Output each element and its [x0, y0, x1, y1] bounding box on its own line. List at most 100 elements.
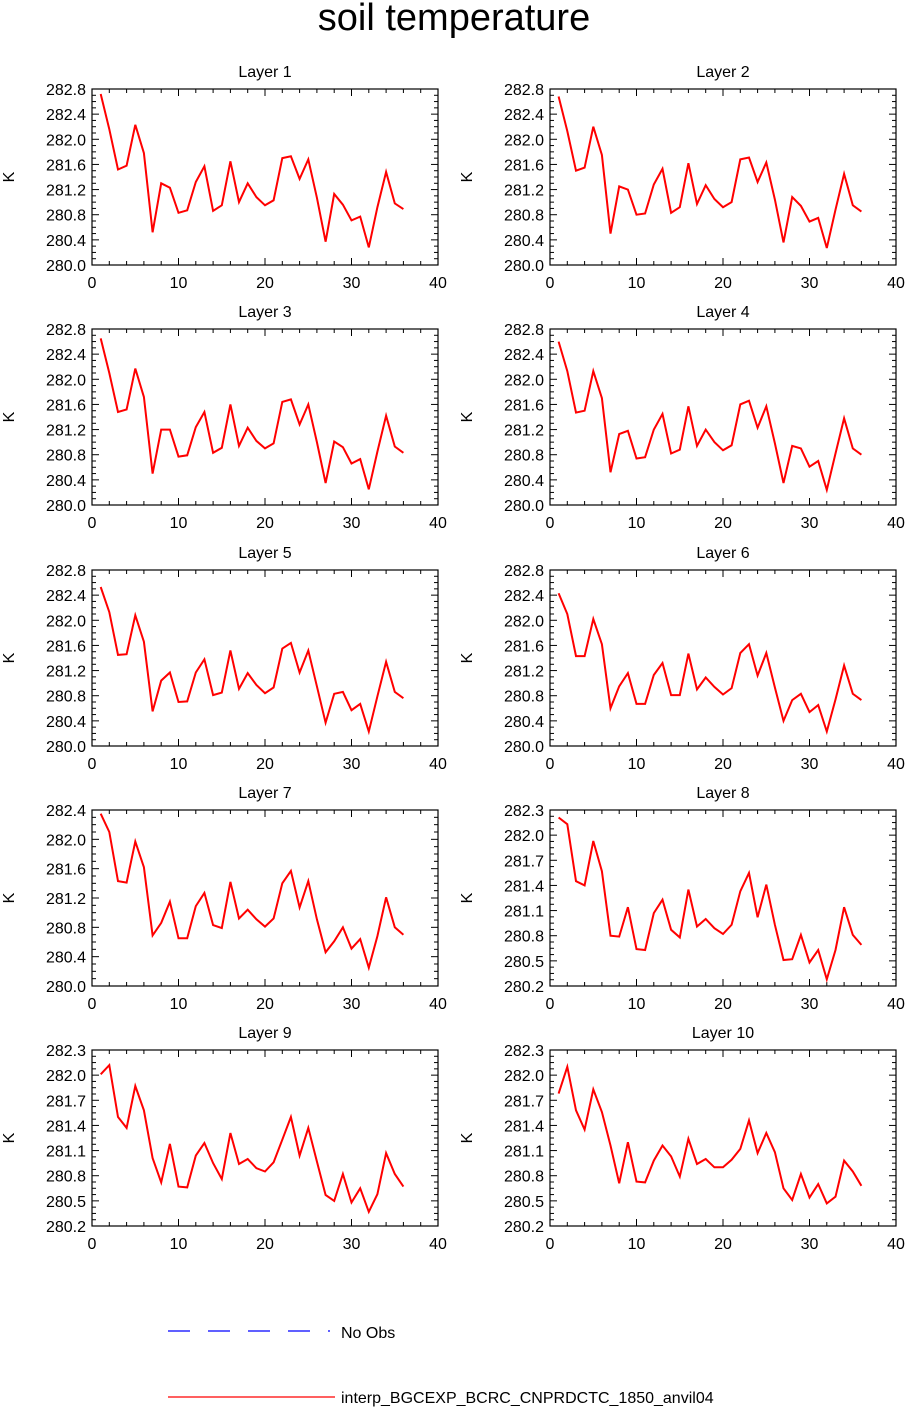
x-tick-label: 0	[88, 515, 97, 532]
panel-title: Layer 7	[238, 785, 291, 802]
y-tick-label: 282.0	[46, 832, 86, 849]
x-tick-label: 10	[628, 996, 646, 1013]
y-tick-label: 282.8	[46, 322, 86, 339]
chart-panel-layer-8: Layer 8 K 0 10 20 30 40 280.2 280.5 280.8 281.1 281…	[459, 785, 905, 1013]
panel-title: Layer 5	[238, 545, 291, 562]
y-tick-label: 282.8	[504, 563, 544, 580]
y-tick-label: 282.3	[504, 1043, 544, 1060]
y-tick-label: 280.8	[504, 1169, 544, 1186]
panel-title: Layer 4	[696, 304, 749, 321]
y-axis-label: K	[459, 171, 476, 182]
y-tick-label: 282.0	[504, 132, 544, 149]
y-tick-label: 281.6	[504, 397, 544, 414]
y-tick-label: 281.1	[504, 1144, 544, 1161]
x-tick-label: 30	[343, 996, 361, 1013]
x-tick-label: 10	[170, 1236, 188, 1253]
chart-panel-layer-5: Layer 5 K 0 10 20 30 40 280.0 280.4 280.8 281.2 281…	[1, 545, 447, 773]
x-tick-label: 0	[88, 996, 97, 1013]
series-line-model	[557, 341, 862, 494]
y-tick-label: 281.6	[46, 157, 86, 174]
x-tick-label: 30	[343, 275, 361, 292]
panel-title: Layer 6	[696, 545, 749, 562]
legend-model-label: interp_BGCEXP_BCRC_CNPRDCTC_1850_anvil04	[341, 1390, 714, 1407]
y-tick-label: 281.6	[46, 638, 86, 655]
x-tick-label: 20	[714, 275, 732, 292]
plot-frame	[549, 809, 897, 987]
y-tick-label: 280.8	[504, 208, 544, 225]
panel-title: Layer 3	[238, 304, 291, 321]
legend: No Obs interp_BGCEXP_BCRC_CNPRDCTC_1850_…	[168, 1325, 714, 1407]
x-tick-label: 30	[343, 515, 361, 532]
series-line-model	[557, 592, 862, 735]
x-tick-label: 10	[170, 996, 188, 1013]
y-tick-label: 280.8	[46, 448, 86, 465]
plot-frame	[91, 569, 439, 747]
y-tick-label: 282.0	[504, 613, 544, 630]
y-tick-label: 281.6	[504, 157, 544, 174]
x-tick-label: 20	[256, 996, 274, 1013]
x-tick-label: 10	[170, 515, 188, 532]
y-tick-label: 282.0	[46, 372, 86, 389]
y-tick-label: 280.0	[46, 498, 86, 515]
y-tick-label: 282.0	[504, 372, 544, 389]
y-tick-label: 281.6	[504, 638, 544, 655]
y-tick-label: 280.8	[46, 689, 86, 706]
y-tick-label: 280.4	[504, 714, 544, 731]
plot-frame	[91, 88, 439, 266]
y-tick-label: 282.3	[504, 803, 544, 820]
y-tick-label: 280.8	[504, 689, 544, 706]
y-tick-label: 282.4	[46, 107, 86, 124]
y-tick-label: 281.6	[46, 397, 86, 414]
y-tick-label: 280.8	[504, 929, 544, 946]
y-tick-label: 282.8	[46, 563, 86, 580]
y-tick-label: 281.7	[504, 1093, 544, 1110]
y-tick-label: 282.0	[504, 828, 544, 845]
x-tick-label: 10	[628, 1236, 646, 1253]
x-tick-label: 0	[546, 996, 555, 1013]
y-tick-label: 281.2	[46, 423, 86, 440]
x-tick-label: 0	[546, 275, 555, 292]
y-tick-label: 280.8	[46, 920, 86, 937]
chart-panel-layer-10: Layer 10 K 0 10 20 30 40 280.2 280.5 280.8 281.1 28…	[459, 1025, 905, 1253]
y-tick-label: 281.2	[46, 183, 86, 200]
x-tick-label: 0	[88, 275, 97, 292]
y-axis-label: K	[1, 171, 18, 182]
y-tick-label: 280.0	[504, 258, 544, 275]
y-tick-label: 282.0	[46, 1068, 86, 1085]
y-tick-label: 281.4	[504, 1118, 544, 1135]
series-line-model	[99, 1062, 405, 1215]
y-tick-label: 282.8	[504, 322, 544, 339]
y-tick-label: 280.0	[504, 739, 544, 756]
panel-title: Layer 8	[696, 785, 749, 802]
x-tick-label: 40	[429, 756, 447, 773]
panel-title: Layer 1	[238, 64, 291, 81]
y-axis-label: K	[459, 1132, 476, 1143]
chart-panel-layer-7: Layer 7 K 0 10 20 30 40 280.0 280.4 280.8 281.2 281…	[1, 785, 447, 1013]
y-tick-label: 282.4	[46, 347, 86, 364]
y-tick-label: 280.2	[504, 979, 544, 996]
x-tick-label: 40	[887, 996, 905, 1013]
chart-panel-layer-9: Layer 9 K 0 10 20 30 40 280.2 280.5 280.8 281.1 281…	[1, 1025, 447, 1253]
y-tick-label: 282.4	[504, 107, 544, 124]
y-tick-label: 281.2	[504, 664, 544, 681]
y-axis-label: K	[459, 892, 476, 903]
y-tick-label: 280.8	[504, 448, 544, 465]
series-line-model	[557, 816, 863, 983]
x-tick-label: 40	[887, 1236, 905, 1253]
y-tick-label: 280.8	[46, 1169, 86, 1186]
y-tick-label: 281.1	[504, 904, 544, 921]
x-tick-label: 30	[801, 756, 819, 773]
chart-panel-layer-3: Layer 3 K 0 10 20 30 40 280.0 280.4 280.8 281.2 281…	[1, 304, 447, 532]
x-tick-label: 20	[714, 996, 732, 1013]
y-tick-label: 281.1	[46, 1144, 86, 1161]
x-tick-label: 20	[714, 1236, 732, 1253]
x-tick-label: 30	[801, 275, 819, 292]
y-tick-label: 281.2	[46, 891, 86, 908]
x-tick-label: 20	[256, 275, 274, 292]
series-line-model	[99, 93, 404, 248]
x-tick-label: 10	[170, 275, 188, 292]
y-tick-label: 282.0	[46, 613, 86, 630]
y-tick-label: 280.2	[46, 1219, 86, 1236]
panel-title: Layer 2	[696, 64, 749, 81]
x-tick-label: 10	[628, 275, 646, 292]
